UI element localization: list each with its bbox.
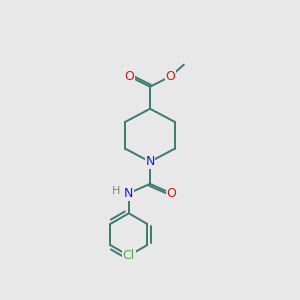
Text: H: H [112,186,121,196]
Text: O: O [166,70,176,83]
Text: N: N [124,187,134,200]
Text: O: O [124,70,134,83]
Text: O: O [166,187,176,200]
Text: N: N [145,155,155,168]
Text: Cl: Cl [123,249,135,262]
